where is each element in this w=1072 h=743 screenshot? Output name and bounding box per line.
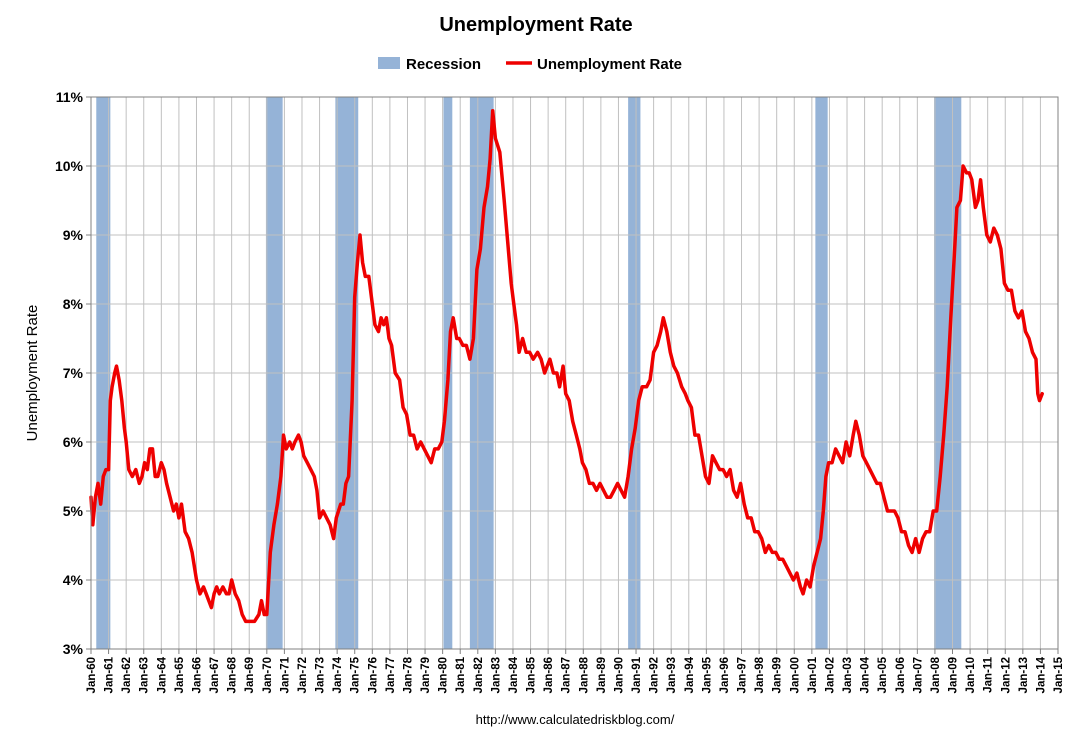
xtick-label-Jan-06: Jan-06 [895,657,907,693]
xtick-label-Jan-85: Jan-85 [526,656,538,693]
xtick-label-Jan-07: Jan-07 [912,657,924,693]
xtick-label-Jan-91: Jan-91 [631,656,643,693]
legend-recession-swatch [378,57,400,69]
xtick-label-Jan-99: Jan-99 [772,657,784,693]
xtick-label-Jan-15: Jan-15 [1053,656,1065,693]
xtick-label-Jan-76: Jan-76 [367,657,379,693]
x-axis-ticks: Jan-60 Jan-61 Jan-62 Jan-63 Jan-64 Jan-65 Jan-… [86,649,1065,693]
xtick-label-Jan-08: Jan-08 [930,656,942,693]
xtick-label-Jan-00: Jan-00 [789,657,801,693]
source-url: http://www.calculatedriskblog.com/ [476,712,675,727]
xtick-label-Jan-61: Jan-61 [104,656,116,693]
xtick-label-Jan-92: Jan-92 [649,657,661,693]
xtick-label-Jan-81: Jan-81 [455,656,467,693]
ytick-label-9: 9% [63,227,84,243]
xtick-label-Jan-65: Jan-65 [174,656,186,693]
xtick-label-Jan-05: Jan-05 [877,656,889,693]
xtick-label-Jan-02: Jan-02 [824,657,836,693]
xtick-label-Jan-77: Jan-77 [385,657,397,693]
xtick-label-Jan-95: Jan-95 [701,656,713,693]
ytick-label-5: 5% [63,503,84,519]
xtick-label-Jan-64: Jan-64 [156,656,168,693]
unemployment-rate-line [89,109,1044,624]
xtick-label-Jan-63: Jan-63 [139,657,151,693]
xtick-label-Jan-60: Jan-60 [86,657,98,693]
ytick-label-7: 7% [63,365,84,381]
y-axis-ticks: 3% 4% 5% 6% 7% 8% 9% 10% 11% [55,89,91,657]
xtick-label-Jan-69: Jan-69 [244,657,256,693]
xtick-label-Jan-10: Jan-10 [965,657,977,693]
xtick-label-Jan-73: Jan-73 [315,657,327,693]
xtick-label-Jan-01: Jan-01 [807,656,819,693]
xtick-label-Jan-82: Jan-82 [473,657,485,693]
xtick-label-Jan-62: Jan-62 [121,657,133,693]
xtick-label-Jan-94: Jan-94 [684,656,696,693]
legend: Recession Unemployment Rate [378,56,682,73]
horizontal-gridlines [91,165,1058,581]
xtick-label-Jan-87: Jan-87 [561,657,573,693]
xtick-label-Jan-79: Jan-79 [420,657,432,693]
xtick-label-Jan-97: Jan-97 [737,657,749,693]
xtick-label-Jan-11: Jan-11 [983,656,995,692]
xtick-label-Jan-89: Jan-89 [596,657,608,693]
plot-area [89,96,1059,650]
ytick-label-10: 10% [55,158,84,174]
xtick-label-Jan-98: Jan-98 [754,656,766,693]
xtick-label-Jan-12: Jan-12 [1000,657,1012,693]
xtick-label-Jan-86: Jan-86 [543,657,555,693]
xtick-label-Jan-88: Jan-88 [578,656,590,693]
xtick-label-Jan-72: Jan-72 [297,657,309,693]
xtick-label-Jan-71: Jan-71 [279,656,291,693]
ytick-label-4: 4% [63,572,84,588]
xtick-label-Jan-83: Jan-83 [490,657,502,693]
legend-unemployment-label: Unemployment Rate [537,56,682,73]
xtick-label-Jan-75: Jan-75 [350,656,362,693]
xtick-label-Jan-74: Jan-74 [332,656,344,693]
xtick-label-Jan-68: Jan-68 [227,656,239,693]
xtick-label-Jan-13: Jan-13 [1018,657,1030,693]
chart-title: Unemployment Rate [439,14,632,36]
xtick-label-Jan-84: Jan-84 [508,656,520,693]
xtick-label-Jan-70: Jan-70 [262,657,274,693]
xtick-label-Jan-80: Jan-80 [438,657,450,693]
legend-recession-label: Recession [406,56,481,73]
ytick-label-11: 11% [56,89,84,105]
xtick-label-Jan-03: Jan-03 [842,657,854,693]
xtick-label-Jan-67: Jan-67 [209,657,221,693]
xtick-label-Jan-96: Jan-96 [719,657,731,693]
xtick-label-Jan-93: Jan-93 [666,657,678,693]
ytick-label-3: 3% [63,641,84,657]
ytick-label-8: 8% [63,296,84,312]
ytick-label-6: 6% [63,434,84,450]
y-axis-label: Unemployment Rate [24,305,41,442]
xtick-label-Jan-78: Jan-78 [402,656,414,693]
xtick-label-Jan-14: Jan-14 [1035,656,1047,693]
xtick-label-Jan-09: Jan-09 [948,657,960,693]
xtick-label-Jan-90: Jan-90 [613,657,625,693]
xtick-label-Jan-66: Jan-66 [191,657,203,693]
xtick-label-Jan-04: Jan-04 [860,656,872,693]
